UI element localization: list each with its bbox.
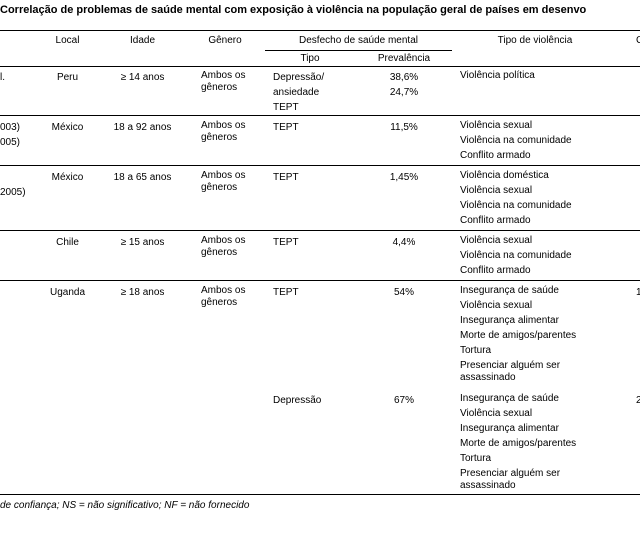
rule-line xyxy=(0,165,640,166)
header-cell: Gênero xyxy=(208,35,242,46)
violence-type: Tortura xyxy=(460,345,492,356)
prevalence: 54% xyxy=(393,287,414,298)
violence-type: Tortura xyxy=(460,453,492,464)
violence-type: Presenciar alguém ser assassinado xyxy=(460,360,561,383)
outcome-type: TEPT xyxy=(273,102,299,113)
table-cell: 2 xyxy=(636,395,640,406)
table-cell: Peru xyxy=(56,72,79,83)
violence-type: Violência na comunidade xyxy=(460,250,572,261)
violence-type: Morte de amigos/parentes xyxy=(460,438,577,449)
violence-type: Insegurança alimentar xyxy=(460,315,559,326)
violence-type: Conflito armado xyxy=(460,150,531,161)
outcome-type: Depressão/ xyxy=(273,72,325,83)
violence-type: Insegurança de saúde xyxy=(460,393,559,404)
reference: 003) xyxy=(0,122,21,133)
table-cell: Ambos os gêneros xyxy=(201,235,246,258)
outcome-type: TEPT xyxy=(273,287,299,298)
table-cell: Ambos os gêneros xyxy=(201,170,246,193)
outcome-type: TEPT xyxy=(273,237,299,248)
violence-type: Violência sexual xyxy=(460,235,533,246)
outcome-type: TEPT xyxy=(273,172,299,183)
header-cell: Local xyxy=(55,35,80,46)
reference: 2005) xyxy=(0,187,26,198)
header-cell: Idade xyxy=(129,35,156,46)
prevalence: 1,45% xyxy=(389,172,419,183)
violence-type: Conflito armado xyxy=(460,215,531,226)
table-title: Correlação de problemas de saúde mental … xyxy=(0,4,587,16)
reference: l. xyxy=(0,72,5,83)
prevalence: 67% xyxy=(393,395,414,406)
rule-line xyxy=(0,66,640,67)
header-cell: Prevalência xyxy=(377,53,431,64)
header-cell: Tipo xyxy=(300,53,320,64)
header-cell: C xyxy=(636,35,640,46)
footnote: de confiança; NS = não significativo; NF… xyxy=(0,500,250,511)
rule-line xyxy=(0,230,640,231)
violence-type: Violência sexual xyxy=(460,300,533,311)
reference: 005) xyxy=(0,137,21,148)
violence-type: Violência na comunidade xyxy=(460,200,572,211)
rule-line xyxy=(0,30,640,31)
table-cell: Ambos os gêneros xyxy=(201,70,246,93)
outcome-type: Depressão xyxy=(273,395,322,406)
table-cell: Ambos os gêneros xyxy=(201,285,246,308)
table-cell: ≥ 14 anos xyxy=(120,72,165,83)
prevalence: 24,7% xyxy=(389,87,419,98)
violence-type: Morte de amigos/parentes xyxy=(460,330,577,341)
table-cell: México xyxy=(51,172,84,183)
table-cell: 18 a 65 anos xyxy=(113,172,172,183)
table-cell: Ambos os gêneros xyxy=(201,120,246,143)
outcome-type: ansiedade xyxy=(273,87,320,98)
table-cell: ≥ 18 anos xyxy=(120,287,165,298)
table-cell: Uganda xyxy=(49,287,86,298)
outcome-type: TEPT xyxy=(273,122,299,133)
table-cell: 18 a 92 anos xyxy=(113,122,172,133)
rule-line xyxy=(0,280,640,281)
violence-type: Violência sexual xyxy=(460,185,533,196)
table-cell: ≥ 15 anos xyxy=(120,237,165,248)
violence-type: Presenciar alguém ser assassinado xyxy=(460,468,561,491)
table-cell: Chile xyxy=(56,237,79,248)
violence-type: Insegurança de saúde xyxy=(460,285,559,296)
rule-line xyxy=(0,494,640,495)
rule-line xyxy=(0,115,640,116)
prevalence: 4,4% xyxy=(392,237,416,248)
table-cell: 1 xyxy=(636,287,640,298)
violence-type: Violência sexual xyxy=(460,408,533,419)
violence-type: Insegurança alimentar xyxy=(460,423,559,434)
rule-line xyxy=(265,50,452,51)
header-cell: Desfecho de saúde mental xyxy=(299,35,418,46)
prevalence: 11,5% xyxy=(390,122,418,133)
violence-type: Violência doméstica xyxy=(460,170,549,181)
violence-type: Violência sexual xyxy=(460,120,533,131)
violence-type: Violência política xyxy=(460,70,535,81)
header-cell: Tipo de violência xyxy=(497,35,573,46)
violence-type: Violência na comunidade xyxy=(460,135,572,146)
prevalence: 38,6% xyxy=(389,72,419,83)
table-cell: México xyxy=(51,122,84,133)
violence-type: Conflito armado xyxy=(460,265,531,276)
